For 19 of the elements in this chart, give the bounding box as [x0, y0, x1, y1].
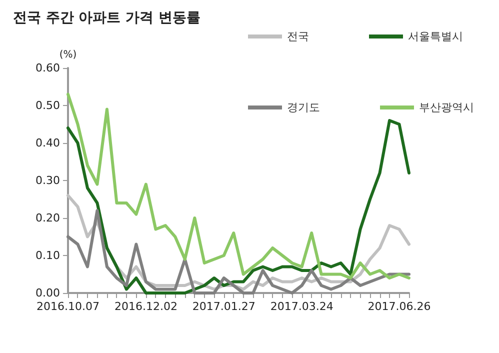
x-tick-label: 2016.10.07 — [36, 300, 100, 313]
y-tick-label: 0.60 — [36, 62, 60, 74]
legend-label: 서울특별시 — [408, 30, 463, 43]
x-tick-label: 2017.03.24 — [270, 300, 334, 313]
y-axis-title: (%) — [59, 50, 77, 60]
legend-label: 부산광역시 — [419, 101, 474, 114]
y-tick-label: 0.30 — [36, 174, 60, 187]
y-tick-label: 0.40 — [36, 136, 60, 150]
x-tick-label: 2017.01.27 — [192, 300, 256, 313]
line-series — [66, 92, 410, 280]
legend-label: 경기도 — [287, 101, 320, 114]
x-tick-label: 2016.12.02 — [114, 300, 178, 313]
x-tick-label: 2017.06.26 — [368, 300, 431, 313]
legend-label: 전국 — [287, 30, 309, 43]
y-tick-label: 0.10 — [36, 249, 60, 262]
y-tick-label: 0.50 — [36, 99, 60, 112]
y-tick-label: 0.00 — [36, 286, 60, 300]
chart-title: 전국 주간 아파트 가격 변동률 — [13, 10, 200, 26]
y-tick-label: 0.20 — [36, 212, 60, 224]
